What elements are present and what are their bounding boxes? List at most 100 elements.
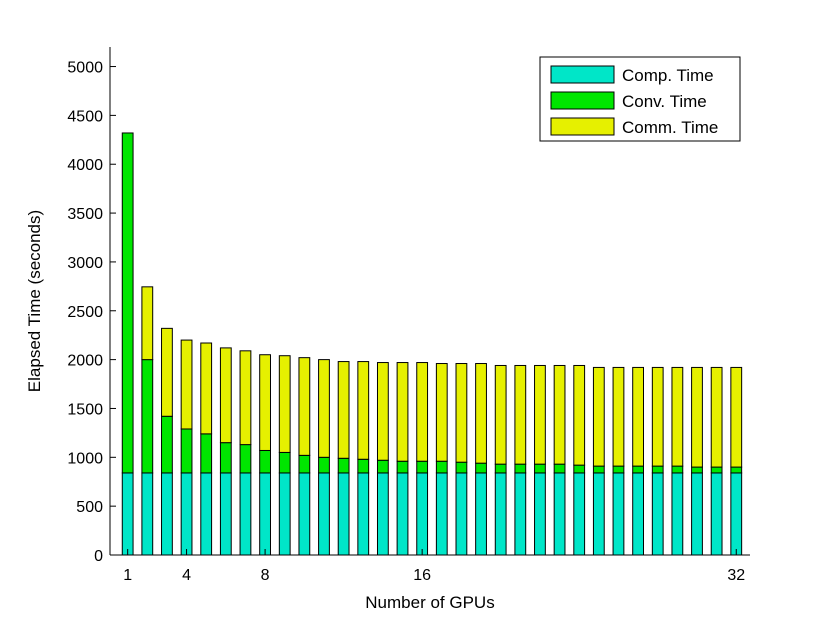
- bar-comm-gpu-23: [553, 364, 566, 465]
- bar-comp-gpu-30: [691, 472, 703, 556]
- bar-comm-gpu-31: [710, 366, 723, 468]
- legend-label: Conv. Time: [622, 92, 707, 111]
- bar-conv-gpu-26: [612, 465, 625, 474]
- bar-comm-gpu-10: [298, 357, 311, 456]
- bar-comm-gpu-8: [259, 354, 271, 451]
- y-tick-label: 1000: [67, 450, 103, 467]
- bar-comp-gpu-10: [298, 472, 311, 556]
- bar-comm-gpu-5: [200, 342, 213, 435]
- bar-comp-gpu-27: [632, 472, 644, 556]
- bar-conv-gpu-12: [337, 457, 350, 474]
- bar-comm-gpu-21: [514, 364, 527, 465]
- bar-comp-gpu-2: [141, 472, 154, 556]
- bar-conv-gpu-32: [730, 466, 743, 474]
- y-tick-label: 1500: [67, 401, 103, 418]
- bar-conv-gpu-2: [141, 359, 154, 474]
- bar-comm-gpu-16: [416, 362, 429, 462]
- x-tick-label: 16: [413, 567, 431, 584]
- bar-comm-gpu-3: [161, 327, 173, 417]
- bar-comm-gpu-19: [475, 363, 487, 464]
- bar-comp-gpu-9: [278, 472, 291, 556]
- y-tick-label: 4000: [67, 157, 103, 174]
- y-tick-label: 500: [76, 499, 103, 516]
- legend-swatch: [550, 65, 615, 84]
- bar-conv-gpu-23: [553, 463, 566, 474]
- bar-conv-gpu-15: [396, 460, 409, 474]
- bar-comp-gpu-25: [592, 472, 605, 556]
- bar-conv-gpu-29: [671, 465, 684, 474]
- bar-conv-gpu-1: [121, 132, 134, 474]
- legend-swatch: [550, 91, 615, 110]
- bar-comm-gpu-9: [278, 355, 291, 453]
- bar-comm-gpu-25: [592, 366, 605, 467]
- y-tick-label: 5000: [67, 60, 103, 77]
- bar-conv-gpu-25: [592, 465, 605, 474]
- bar-comp-gpu-28: [651, 472, 664, 556]
- bar-comm-gpu-4: [180, 339, 193, 430]
- bar-conv-gpu-6: [219, 442, 232, 474]
- x-tick-label: 8: [261, 567, 270, 584]
- bar-comp-gpu-3: [161, 472, 173, 556]
- bar-comm-gpu-32: [730, 366, 743, 468]
- bar-comm-gpu-29: [671, 366, 684, 467]
- bar-comp-gpu-18: [455, 472, 468, 556]
- bar-conv-gpu-16: [416, 460, 429, 474]
- bar-comp-gpu-14: [376, 472, 389, 556]
- bar-comp-gpu-8: [259, 472, 271, 556]
- legend: Comp. Time Conv. Time Comm. Time: [539, 56, 741, 142]
- axes-group: 0 500 1000 1500 2000 2500 3000 3500 4000 4500 5000…: [67, 47, 750, 584]
- bar-conv-gpu-3: [161, 415, 173, 474]
- bar-comm-gpu-24: [573, 364, 586, 466]
- bar-comp-gpu-4: [180, 472, 193, 556]
- bar-comm-gpu-6: [219, 347, 232, 444]
- bar-conv-gpu-11: [318, 456, 330, 474]
- bar-conv-gpu-28: [651, 465, 664, 474]
- bars-group: [121, 132, 743, 556]
- legend-label: Comp. Time: [622, 66, 714, 85]
- bar-comp-gpu-24: [573, 472, 586, 556]
- bar-comp-gpu-1: [121, 472, 134, 556]
- y-tick-label: 4500: [67, 108, 103, 125]
- bar-conv-gpu-7: [239, 444, 252, 474]
- bar-conv-gpu-5: [200, 433, 213, 474]
- y-tick-label: 0: [94, 548, 103, 565]
- bar-comp-gpu-19: [475, 472, 487, 556]
- legend-swatch: [550, 117, 615, 136]
- bar-conv-gpu-8: [259, 449, 271, 474]
- bar-conv-gpu-10: [298, 454, 311, 474]
- y-tick-label: 2500: [67, 304, 103, 321]
- bar-comm-gpu-27: [632, 366, 644, 467]
- bar-comm-gpu-30: [691, 366, 703, 468]
- bar-comm-gpu-7: [239, 350, 252, 446]
- bar-conv-gpu-18: [455, 461, 468, 474]
- bar-comm-gpu-28: [651, 366, 664, 467]
- bar-comm-gpu-15: [396, 362, 409, 462]
- bar-conv-gpu-21: [514, 463, 527, 474]
- bar-comm-gpu-17: [435, 363, 448, 462]
- bar-comm-gpu-26: [612, 366, 625, 467]
- bar-comm-gpu-11: [318, 359, 330, 458]
- bar-conv-gpu-24: [573, 464, 586, 474]
- bar-conv-gpu-20: [494, 463, 507, 474]
- bar-comp-gpu-20: [494, 472, 507, 556]
- bar-comp-gpu-16: [416, 472, 429, 556]
- bar-conv-gpu-27: [632, 465, 644, 474]
- bar-comp-gpu-15: [396, 472, 409, 556]
- legend-label: Comm. Time: [622, 118, 718, 137]
- x-tick-label: 32: [727, 567, 745, 584]
- y-tick-label: 3000: [67, 255, 103, 272]
- bar-comm-gpu-14: [376, 362, 389, 461]
- bar-comm-gpu-12: [337, 361, 350, 459]
- bar-comp-gpu-23: [553, 472, 566, 556]
- bar-conv-gpu-14: [376, 459, 389, 474]
- bar-comm-gpu-18: [455, 363, 468, 463]
- bar-conv-gpu-31: [710, 466, 723, 474]
- bar-conv-gpu-13: [357, 458, 370, 474]
- bar-comp-gpu-21: [514, 472, 527, 556]
- bar-conv-gpu-19: [475, 462, 487, 474]
- x-tick-label: 1: [123, 567, 132, 584]
- y-tick-label: 3500: [67, 206, 103, 223]
- x-tick-label: 4: [182, 567, 191, 584]
- y-axis-title: Elapsed Time (seconds): [25, 210, 44, 392]
